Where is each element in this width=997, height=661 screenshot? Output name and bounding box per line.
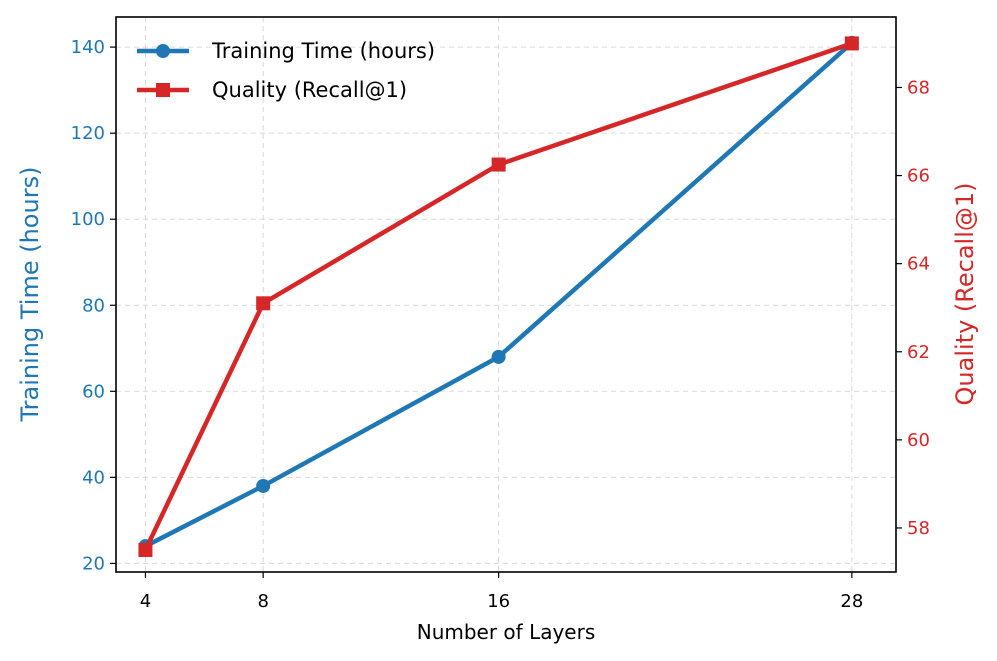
- plot-frame: [115, 16, 897, 573]
- data-point-quality: [138, 542, 153, 557]
- data-point-quality: [844, 36, 859, 51]
- x-tick-label: 4: [140, 591, 151, 612]
- y-right-tick-label: 62: [907, 342, 930, 363]
- y-left-tick-label: 20: [82, 553, 105, 574]
- axes-layer: 4 8 16 28 20 40 60 80 100 120 140 58 60 62 64 66 68: [71, 37, 930, 612]
- y-left-tick-label: 40: [82, 467, 105, 488]
- x-tick-label: 8: [257, 591, 268, 612]
- series-line-quality: [143, 41, 855, 553]
- x-tick-label: 28: [840, 591, 863, 612]
- y-right-tick-label: 64: [907, 254, 930, 275]
- y-right-tick-label: 60: [907, 430, 930, 451]
- legend-marker-square: [156, 83, 170, 97]
- y-right-tick-label: 58: [907, 518, 930, 539]
- x-tick-label: 16: [487, 591, 510, 612]
- legend: Training Time (hours) Quality (Recall@1): [137, 39, 435, 102]
- series-layer: [138, 35, 859, 557]
- y-left-tick-label: 120: [71, 123, 105, 144]
- x-axis-title: Number of Layers: [417, 620, 596, 644]
- y-left-tick-label: 60: [82, 381, 105, 402]
- series-line-training-time: [143, 40, 855, 549]
- data-point-training-time: [491, 349, 506, 364]
- y-left-tick-label: 80: [82, 295, 105, 316]
- legend-label-training-time: Training Time (hours): [211, 39, 435, 63]
- y-right-tick-label: 68: [907, 77, 930, 98]
- y-axis-left-title: Training Time (hours): [16, 167, 44, 423]
- y-left-tick-label: 140: [71, 37, 105, 58]
- legend-label-quality: Quality (Recall@1): [212, 78, 407, 102]
- data-point-training-time: [256, 478, 271, 493]
- y-axis-right-title: Quality (Recall@1): [951, 183, 979, 406]
- data-point-quality: [256, 296, 271, 311]
- y-left-tick-label: 100: [71, 209, 105, 230]
- data-point-quality: [491, 157, 506, 172]
- y-right-tick-label: 66: [907, 166, 930, 187]
- legend-marker-circle: [156, 44, 170, 58]
